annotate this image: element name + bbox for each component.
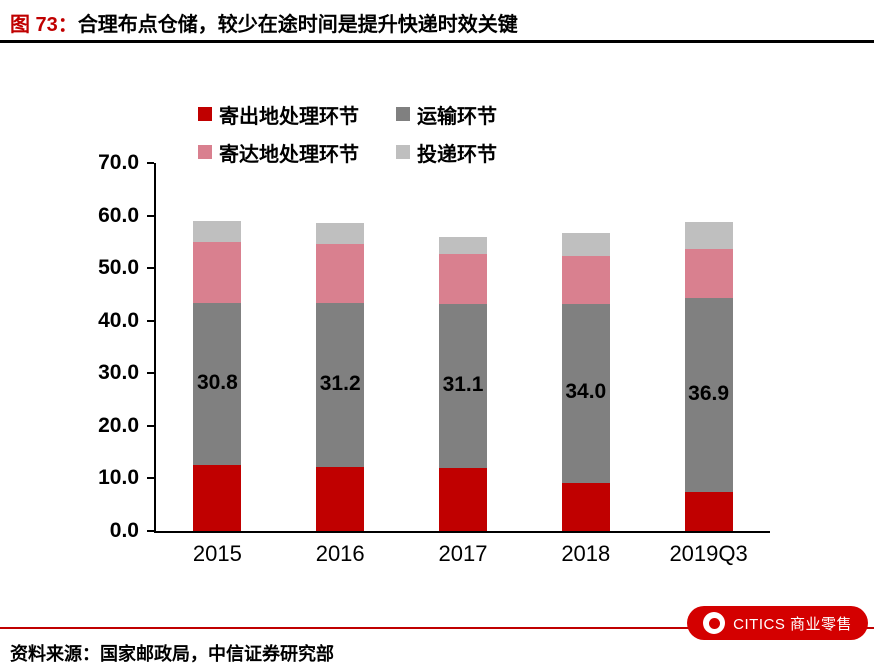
footer-divider xyxy=(0,627,874,629)
x-axis-label: 2019Q3 xyxy=(669,541,748,566)
y-axis-tick-label: 40.0 xyxy=(98,308,139,332)
y-axis-tick-label: 30.0 xyxy=(98,361,139,385)
legend-swatch-icon xyxy=(198,145,212,159)
chart-legend: 寄出地处理环节 运输环节寄达地处理环节 投递环节 xyxy=(198,102,497,166)
bar-segment xyxy=(561,482,610,531)
citics-logo-text: CITICS 商业零售 xyxy=(733,615,852,633)
legend-item: 投递环节 xyxy=(396,140,497,166)
bar-segment xyxy=(684,491,733,531)
y-axis-tick xyxy=(147,214,154,217)
bar-segment xyxy=(684,221,733,249)
x-axis-label: 2017 xyxy=(438,541,488,566)
bar-segment xyxy=(193,241,242,303)
bar-segment xyxy=(316,466,365,531)
y-axis-tick-label: 60.0 xyxy=(98,203,139,227)
bar-segment xyxy=(439,253,487,305)
bar-segment xyxy=(439,236,487,254)
y-axis-tick-label: 50.0 xyxy=(98,256,139,280)
y-axis-tick xyxy=(147,267,154,270)
x-axis-label: 2018 xyxy=(561,541,611,566)
legend-label: 寄出地处理环节 xyxy=(219,105,359,128)
legend-swatch-icon xyxy=(396,107,410,121)
legend-swatch-icon xyxy=(396,145,410,159)
y-axis-tick-label: 70.0 xyxy=(98,151,139,174)
bar-value-label: 30.8 xyxy=(196,370,238,394)
citics-logo: CITICS 商业零售 xyxy=(687,606,868,640)
bar-segment xyxy=(316,223,365,245)
x-axis-line xyxy=(154,531,770,533)
bar-segment xyxy=(439,467,487,531)
y-axis-tick xyxy=(147,530,154,532)
y-axis-tick-label: 0.0 xyxy=(109,519,139,542)
logo-dot-icon xyxy=(708,617,720,629)
bar-value-label: 31.1 xyxy=(442,373,484,397)
y-axis-tick xyxy=(147,372,154,375)
x-axis-label: 2015 xyxy=(192,541,242,566)
bar-segment xyxy=(684,248,733,298)
legend-item: 寄出地处理环节 xyxy=(198,102,396,128)
x-axis-label: 2016 xyxy=(315,541,365,566)
bar-segment xyxy=(684,297,733,492)
y-axis-line xyxy=(154,163,156,533)
figure-number: 图 73： xyxy=(10,14,78,36)
legend-label: 寄达地处理环节 xyxy=(219,143,359,166)
bar-segment xyxy=(561,255,610,304)
bar-segment xyxy=(561,303,610,483)
bar-segment xyxy=(316,244,365,303)
header-divider xyxy=(0,40,874,43)
bar-segment xyxy=(439,304,487,468)
legend-label: 运输环节 xyxy=(417,105,497,128)
bar-value-label: 34.0 xyxy=(565,380,607,404)
legend-item: 运输环节 xyxy=(396,102,497,128)
y-axis-tick-label: 20.0 xyxy=(98,413,139,437)
bar-segment xyxy=(561,232,610,256)
y-axis-tick xyxy=(147,424,154,427)
legend-item: 寄达地处理环节 xyxy=(198,140,396,166)
bar-segment xyxy=(193,302,242,465)
bar-value-label: 36.9 xyxy=(688,381,730,405)
y-axis-tick xyxy=(147,477,154,480)
legend-swatch-icon xyxy=(198,107,212,121)
source-note: 资料来源：国家邮政局，中信证券研究部 xyxy=(10,644,334,664)
y-axis-tick-label: 10.0 xyxy=(98,466,139,490)
bar-segment xyxy=(193,464,242,531)
figure-header: 图 73：合理布点仓储，较少在途时间是提升快递时效关键 xyxy=(10,8,518,37)
bar-value-label: 31.2 xyxy=(319,371,361,395)
bar-segment xyxy=(193,220,242,242)
y-axis-tick xyxy=(147,162,154,164)
citics-logo-icon xyxy=(703,612,726,634)
bar-segment xyxy=(316,302,365,467)
y-axis-tick xyxy=(147,319,154,322)
figure-title: 合理布点仓储，较少在途时间是提升快递时效关键 xyxy=(77,14,518,36)
legend-label: 投递环节 xyxy=(417,143,497,166)
